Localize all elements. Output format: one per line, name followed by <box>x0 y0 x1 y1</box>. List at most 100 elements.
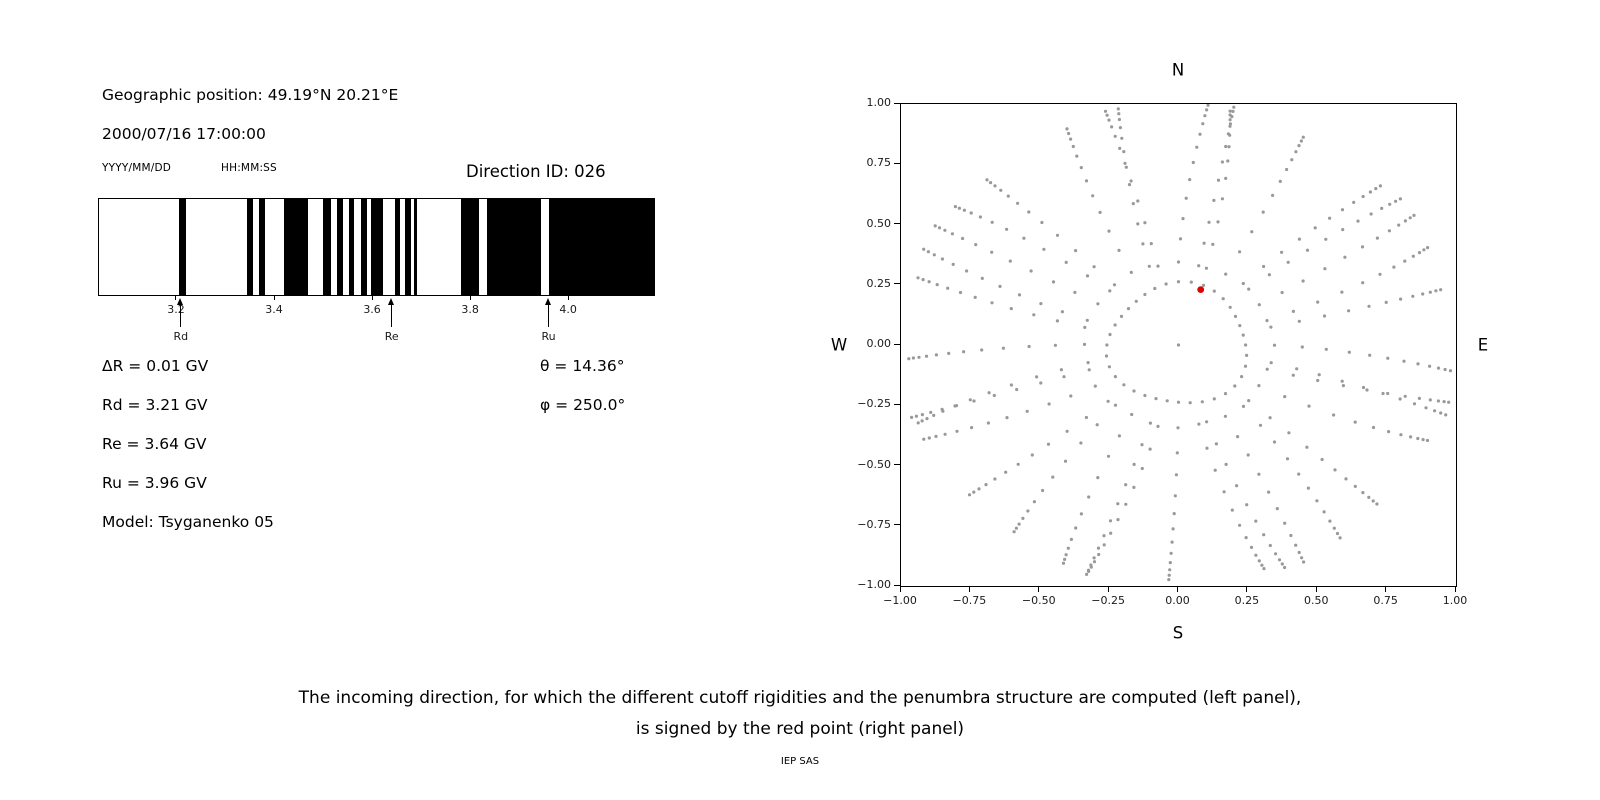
grid-dot <box>1294 543 1298 547</box>
grid-dot <box>1120 136 1124 140</box>
grid-dot <box>1220 160 1224 164</box>
grid-dot <box>1302 560 1306 564</box>
grid-dot <box>1448 369 1453 373</box>
grid-dot <box>1268 543 1272 548</box>
grid-dot <box>920 419 924 423</box>
grid-dot <box>927 280 931 284</box>
grid-dot <box>1017 293 1022 297</box>
grid-dot <box>1108 289 1112 293</box>
grid-dot <box>1203 114 1207 118</box>
grid-dot <box>999 188 1003 192</box>
penumbra-band <box>404 199 412 295</box>
grid-dot <box>1411 294 1415 298</box>
penumbra-band <box>349 199 354 295</box>
grid-dot <box>1109 531 1113 535</box>
grid-dot <box>920 413 924 417</box>
grid-dot <box>1230 508 1234 512</box>
grid-dot <box>927 436 931 440</box>
grid-dot <box>1403 394 1407 398</box>
grid-dot <box>1035 375 1039 379</box>
grid-dot <box>1244 343 1248 347</box>
grid-dot <box>1130 412 1134 417</box>
grid-dot <box>1262 567 1266 571</box>
grid-dot <box>1065 127 1069 131</box>
grid-dot <box>1275 507 1279 511</box>
grid-dot <box>1241 281 1245 286</box>
grid-dot <box>1201 122 1205 126</box>
grid-dot <box>1032 500 1036 504</box>
grid-dot <box>1082 342 1087 346</box>
penumbra-band <box>361 199 368 295</box>
cutoff-marker-label: Re <box>384 330 399 343</box>
grid-dot <box>1148 421 1152 425</box>
grid-dot <box>1398 197 1402 201</box>
y-tick <box>894 343 900 345</box>
grid-dot <box>1106 399 1110 403</box>
grid-dot <box>1184 196 1188 200</box>
grid-dot <box>935 283 939 287</box>
grid-dot <box>1008 259 1012 263</box>
grid-dot <box>916 276 920 280</box>
y-tick-label: −1.00 <box>857 578 891 591</box>
grid-dot <box>1104 354 1109 358</box>
grid-dot <box>1426 246 1430 250</box>
grid-dot <box>1290 158 1294 162</box>
grid-dot <box>1216 220 1220 224</box>
grid-dot <box>1297 472 1301 476</box>
grid-dot <box>986 421 990 425</box>
grid-dot <box>1153 286 1157 291</box>
grid-dot <box>1156 424 1160 428</box>
grid-dot <box>1170 540 1174 544</box>
grid-dot <box>1371 499 1375 503</box>
grid-dot <box>922 437 926 441</box>
grid-dot <box>957 206 961 210</box>
grid-dot <box>1411 254 1415 258</box>
grid-dot <box>1004 470 1008 474</box>
grid-dot <box>1103 109 1108 113</box>
y-tick-label: 0.00 <box>866 337 892 350</box>
grid-dot <box>1134 299 1138 303</box>
grid-dot <box>1378 272 1382 276</box>
grid-dot <box>1026 509 1030 513</box>
grid-dot <box>1277 558 1282 562</box>
grid-dot <box>1169 551 1173 555</box>
grid-dot <box>1305 248 1310 252</box>
x-tick <box>1315 586 1317 592</box>
grid-dot <box>980 276 984 280</box>
grid-dot <box>1216 178 1221 182</box>
time-format-label: HH:MM:SS <box>221 162 277 174</box>
grid-dot <box>1085 274 1090 278</box>
model-value: Model: Tsyganenko 05 <box>102 513 274 531</box>
grid-dot <box>1347 350 1351 354</box>
grid-dot <box>1174 473 1178 477</box>
grid-dot <box>1016 201 1020 205</box>
grid-dot <box>1168 568 1172 572</box>
grid-dot <box>1386 356 1390 360</box>
penumbra-x-tick <box>175 296 177 300</box>
grid-dot <box>1116 518 1120 522</box>
grid-dot <box>1108 519 1113 523</box>
grid-dot <box>1307 404 1311 408</box>
grid-dot <box>1228 124 1232 128</box>
grid-dot <box>916 421 920 425</box>
grid-dot <box>1123 161 1127 165</box>
grid-dot <box>1246 453 1250 457</box>
grid-dot <box>1335 531 1340 536</box>
grid-dot <box>1343 255 1347 259</box>
grid-dot <box>974 243 978 247</box>
grid-dot <box>1247 399 1251 403</box>
grid-dot <box>1126 307 1131 311</box>
grid-dot <box>1117 434 1121 438</box>
grid-dot <box>1397 223 1401 227</box>
grid-dot <box>910 415 914 419</box>
grid-dot <box>1361 491 1365 495</box>
grid-dot <box>1300 556 1304 560</box>
grid-dot <box>1173 494 1177 498</box>
grid-dot <box>1118 126 1122 130</box>
grid-dot <box>1106 454 1111 458</box>
grid-dot <box>922 247 926 251</box>
x-tick-label: 1.00 <box>1442 594 1468 607</box>
grid-dot <box>1436 399 1440 403</box>
grid-dot <box>1274 552 1278 556</box>
penumbra-x-tick <box>273 296 275 300</box>
